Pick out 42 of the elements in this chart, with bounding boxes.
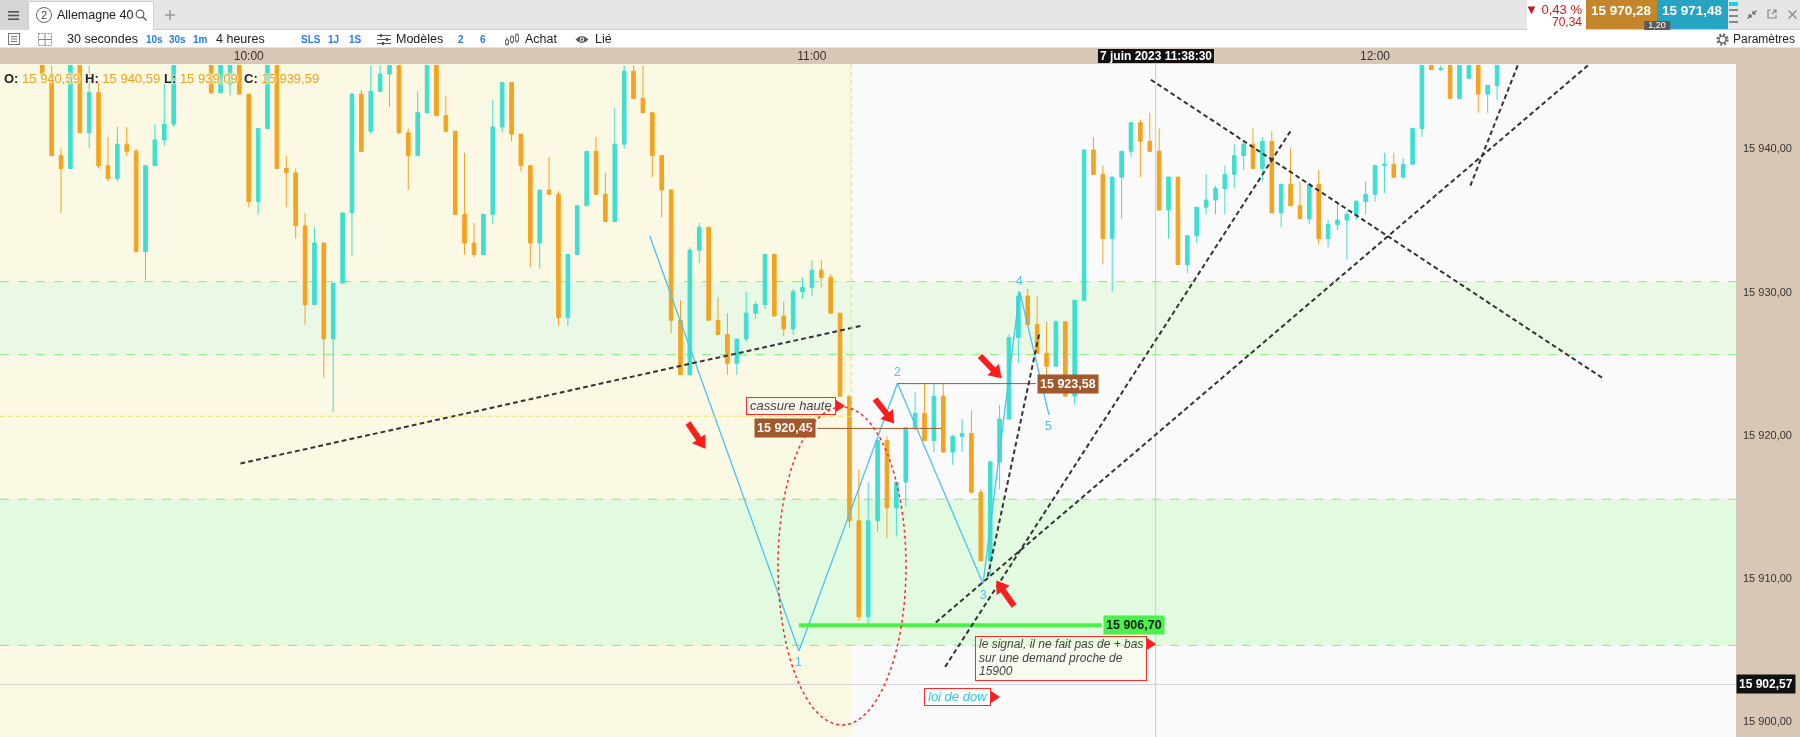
- annotation: 15 906,70: [1106, 618, 1162, 632]
- text: 1J: [328, 33, 340, 47]
- text: 6: [480, 33, 486, 47]
- text: 1S: [349, 33, 362, 47]
- chart-title: Allemagne 40: [57, 8, 134, 22]
- annotation: 3: [980, 588, 987, 602]
- annotation: 4: [1016, 274, 1023, 288]
- annotation: 5: [1045, 419, 1052, 433]
- text: 15 970,28: [1590, 3, 1652, 18]
- y-tick-label: 15 920,00: [1743, 428, 1792, 441]
- text: SLS: [301, 33, 321, 47]
- text: 1m: [193, 33, 208, 47]
- text: 15 971,48: [1661, 3, 1723, 18]
- x-tick-label: 10:00: [233, 48, 265, 63]
- y-tick-label: 15 940,00: [1743, 142, 1792, 155]
- text: 2: [458, 33, 464, 47]
- y-tick-label: 15 910,00: [1743, 571, 1792, 584]
- annotation: 15 923,58: [1040, 377, 1096, 391]
- text: Paramètres: [1733, 32, 1796, 46]
- annotation: loi de dow: [924, 688, 991, 706]
- text: 30 secondes: [67, 32, 138, 46]
- text: 1,20: [1644, 20, 1670, 30]
- annotation: 1: [795, 655, 802, 669]
- annotation: cassure haute: [746, 397, 836, 415]
- text: 70,34: [1551, 15, 1582, 29]
- text: 10s: [146, 33, 163, 47]
- y-tick-label: 15 900,00: [1743, 715, 1792, 728]
- annotation: le signal, il ne fait pas de + bas sur une demand proche de 15900: [975, 636, 1148, 681]
- annotation: 15 920,45: [757, 421, 813, 435]
- text: 4 heures: [216, 32, 265, 46]
- text: Achat: [525, 32, 557, 46]
- x-tick-label: 12:00: [1360, 48, 1391, 63]
- y-tick-label: 15 930,00: [1743, 285, 1792, 298]
- text: Lié: [595, 32, 612, 46]
- text: ▼ 0,43 %: [1525, 2, 1582, 17]
- text: 2: [36, 7, 52, 23]
- text: 30s: [169, 33, 186, 47]
- x-tick-label: 11:00: [797, 48, 827, 63]
- text: 7 juin 2023 11:38:30: [1097, 49, 1215, 63]
- ref-line-label: 15 902,57: [1739, 677, 1793, 691]
- annotation: 2: [894, 365, 901, 379]
- text: Modèles: [396, 32, 444, 46]
